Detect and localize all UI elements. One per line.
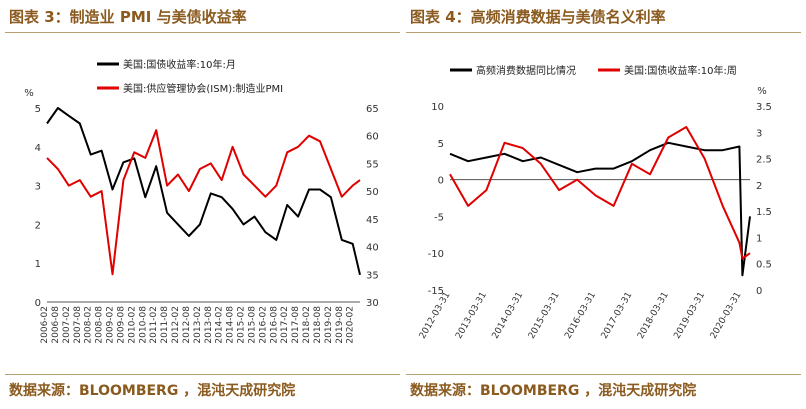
x-tick-label: 2010-02 <box>127 306 137 344</box>
x-tick-label: 2008-02 <box>84 306 94 344</box>
x-tick-label: 2007-02 <box>62 306 72 344</box>
y-right-tick-label: 40 <box>366 243 379 254</box>
x-tick-label: 2014-03-31 <box>491 291 526 341</box>
x-tick-label: 2015-02 <box>237 306 247 344</box>
legend-entry: 高频消费数据同比情况 <box>476 64 576 77</box>
y-right-tick-label: 2.5 <box>756 155 772 166</box>
divider <box>406 374 801 375</box>
x-tick-label: 2016-03-31 <box>563 291 598 341</box>
y-left-tick-label: 0 <box>438 176 444 187</box>
x-tick-label: 2017-03-31 <box>600 291 635 341</box>
x-tick-label: 2006-08 <box>51 306 61 344</box>
y-left-unit: % <box>24 88 34 99</box>
x-tick-label: 2020-03-31 <box>709 291 744 341</box>
x-tick-label: 2006-02 <box>40 306 50 344</box>
y-left-tick-label: -5 <box>434 212 444 223</box>
y-left-tick-label: 4 <box>35 143 41 154</box>
y-right-tick-label: 1 <box>756 233 762 244</box>
x-tick-label: 2011-02 <box>149 306 159 344</box>
y-left-tick-label: 2 <box>35 220 41 231</box>
y-left-tick-label: 5 <box>438 139 444 150</box>
source-note: 数据来源：BLOOMBERG ，混沌天成研究院 <box>410 383 697 399</box>
y-right-tick-label: 35 <box>366 270 379 281</box>
x-tick-label: 2016-08 <box>269 306 279 344</box>
x-tick-label: 2012-02 <box>171 306 181 344</box>
y-right-tick-label: 30 <box>366 298 379 309</box>
y-right-unit: % <box>757 86 767 97</box>
x-tick-label: 2007-08 <box>73 306 83 344</box>
x-tick-label: 2019-02 <box>324 306 334 344</box>
y-left-tick-label: 10 <box>431 102 444 113</box>
left-chart-panel: 图表 3：制造业 PMI 与美债收益率 0 1 2 3 4 5% 30 35 40 45 50 55 6… <box>5 0 400 409</box>
x-tick-label: 2011-08 <box>160 306 170 344</box>
x-tick-label: 2016-02 <box>258 306 268 344</box>
y-left-tick-label: 0 <box>35 298 41 309</box>
x-tick-label: 2014-08 <box>226 306 236 344</box>
source-note: 数据来源：BLOOMBERG ，混沌天成研究院 <box>9 383 296 399</box>
x-tick-label: 2008-08 <box>95 306 105 344</box>
x-tick-label: 2019-03-31 <box>672 291 707 341</box>
legend-entry: 美国:国债收益率:10年:周 <box>624 64 737 77</box>
y-right-tick-label: 55 <box>366 159 379 170</box>
y-right-tick-label: 2 <box>756 181 762 192</box>
y-left-tick-label: -10 <box>428 249 444 260</box>
divider <box>406 32 801 33</box>
x-tick-label: 2009-08 <box>116 306 126 344</box>
x-tick-label: 2013-02 <box>193 306 203 344</box>
y-left-tick-label: 3 <box>35 182 41 193</box>
divider <box>5 32 400 33</box>
y-right-tick-label: 45 <box>366 215 379 226</box>
legend-entry: 美国:供应管理协会(ISM):制造业PMI <box>123 82 283 95</box>
x-tick-label: 2017-02 <box>280 306 290 344</box>
x-tick-label: 2009-02 <box>106 306 116 344</box>
x-tick-label: 2015-08 <box>247 306 257 344</box>
y-left-tick-label: 5 <box>35 104 41 115</box>
series-line <box>449 141 751 277</box>
x-tick-label: 2013-03-31 <box>454 291 489 341</box>
y-right-tick-label: 3.5 <box>756 102 772 113</box>
series-line <box>449 126 751 260</box>
right-chart-panel: 图表 4：高频消费数据与美债名义利率 -15 -10 -5 0 5 10 0 0.5 1 1.5 2… <box>406 0 801 409</box>
y-right-tick-label: 50 <box>366 187 379 198</box>
x-tick-label: 2012-08 <box>182 306 192 344</box>
x-tick-label: 2012-03-31 <box>418 291 453 341</box>
y-left-tick-label: 1 <box>35 259 41 270</box>
x-tick-label: 2019-08 <box>335 306 345 344</box>
chart-title: 图表 4：高频消费数据与美债名义利率 <box>410 8 666 26</box>
series-line <box>46 107 361 276</box>
y-right-tick-label: 0.5 <box>756 260 772 271</box>
y-right-tick-label: 0 <box>756 286 762 297</box>
x-tick-label: 2017-08 <box>291 306 301 344</box>
divider <box>5 374 400 375</box>
legend-entry: 美国:国债收益率:10年:月 <box>123 58 236 71</box>
x-tick-label: 2015-03-31 <box>527 291 562 341</box>
x-tick-label: 2014-02 <box>215 306 225 344</box>
x-tick-label: 2010-08 <box>138 306 148 344</box>
y-right-tick-label: 1.5 <box>756 207 772 218</box>
y-right-tick-label: 3 <box>756 128 762 139</box>
x-tick-label: 2020-02 <box>346 306 356 344</box>
x-tick-label: 2013-08 <box>204 306 214 344</box>
chart-title: 图表 3：制造业 PMI 与美债收益率 <box>9 8 247 26</box>
x-tick-label: 2018-03-31 <box>636 291 671 341</box>
y-right-tick-label: 60 <box>366 132 379 143</box>
y-left-tick-label: -15 <box>428 286 444 297</box>
x-tick-label: 2018-08 <box>313 306 323 344</box>
y-right-tick-label: 65 <box>366 104 379 115</box>
x-tick-label: 2018-02 <box>302 306 312 344</box>
series-line <box>46 129 361 276</box>
